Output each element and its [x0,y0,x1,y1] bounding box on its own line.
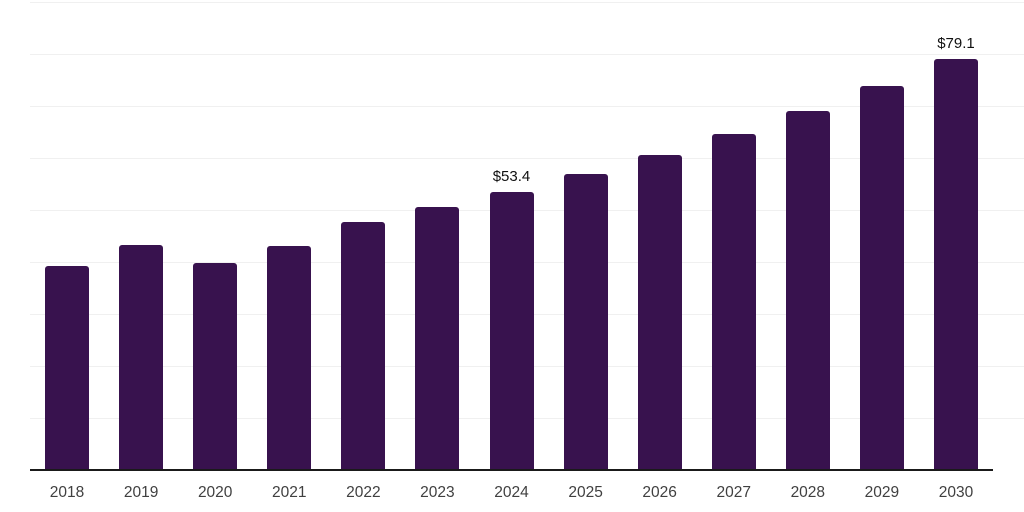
bar-slot: $53.4 [474,2,548,470]
gridline [30,106,1024,107]
bar-slot [845,2,919,470]
bar-slot [623,2,697,470]
plot-area: $53.4 $79.1 [30,2,993,470]
bar-slot [697,2,771,470]
bar-slot [104,2,178,470]
x-axis-label-2025: 2025 [568,484,603,501]
bar-2028 [785,111,830,470]
bar-2018 [45,266,90,470]
bar-2022 [341,222,386,470]
x-axis-label-2019: 2019 [123,484,159,501]
bar-2029 [859,86,904,470]
bar-2030 [933,58,978,470]
bar-slot [252,2,326,470]
bar-slot [326,2,400,470]
gridline [30,2,1024,3]
bar-slot: $79.1 [919,2,993,470]
bar-2020 [193,263,238,470]
bar-slot [178,2,252,470]
gridline [30,54,1024,55]
x-axis-label-2026: 2026 [642,484,677,501]
x-axis-label-2028: 2028 [790,484,826,501]
bar-value-label-2024: $53.4 [492,168,531,186]
bar-2021 [267,246,312,470]
x-axis-label-2024: 2024 [494,484,529,501]
x-axis-label-2029: 2029 [864,484,900,501]
bar-2019 [119,245,164,470]
bar-2024 [489,192,534,470]
bar-value-label-2030: $79.1 [937,34,975,52]
gridline [30,158,1024,159]
x-axis-label-2022: 2022 [346,484,381,501]
bar-2027 [711,133,756,470]
x-axis-label-2030: 2030 [938,484,974,501]
bar-slot [549,2,623,470]
x-axis-labels: 2018 2019 2020 2021 2022 2023 2024 2025 2026 2027… [30,484,993,502]
x-axis-label-2018: 2018 [49,484,85,501]
bar-slot [30,2,104,470]
x-axis-label-2020: 2020 [197,484,233,501]
bar-2025 [563,173,608,470]
bar-2026 [637,154,682,470]
x-axis-line [30,469,993,471]
bar-2023 [415,207,460,470]
x-axis-label-2027: 2027 [716,484,751,501]
bar-slot [771,2,845,470]
x-axis-label-2023: 2023 [420,484,455,501]
bar-slot [400,2,474,470]
x-axis-label-2021: 2021 [272,484,307,501]
